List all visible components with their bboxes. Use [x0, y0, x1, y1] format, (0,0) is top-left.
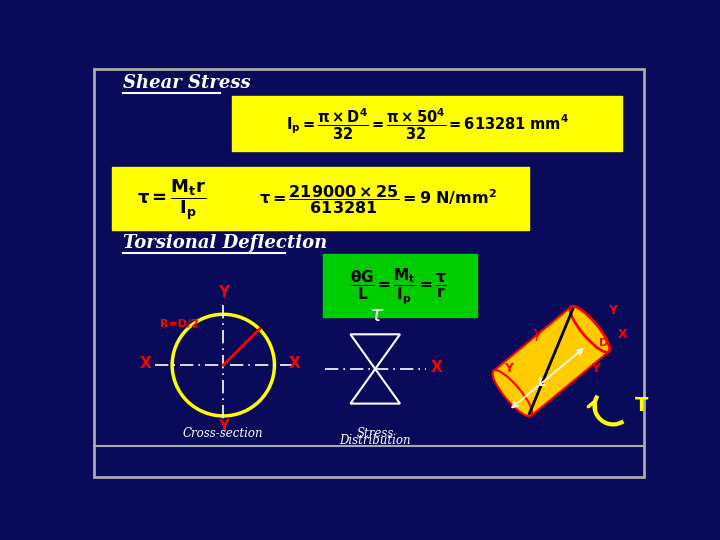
Polygon shape — [494, 307, 608, 416]
Text: Y: Y — [608, 304, 618, 317]
FancyBboxPatch shape — [323, 254, 477, 318]
Text: X: X — [140, 356, 152, 371]
Text: Stress: Stress — [356, 428, 394, 441]
Text: $\mathbf{\tau = \dfrac{219000 \times 25}{613281} = 9\ N/mm^2}$: $\mathbf{\tau = \dfrac{219000 \times 25}… — [259, 183, 498, 216]
Ellipse shape — [492, 370, 532, 416]
Text: D: D — [599, 338, 608, 348]
Text: L: L — [538, 376, 546, 389]
FancyBboxPatch shape — [112, 167, 231, 231]
Text: $\gamma$: $\gamma$ — [532, 327, 544, 343]
Text: X: X — [289, 356, 300, 371]
Text: R=D/2: R=D/2 — [160, 319, 199, 329]
Text: Y: Y — [217, 420, 229, 434]
Text: Cross-section: Cross-section — [183, 428, 264, 441]
Text: T: T — [635, 395, 648, 415]
Text: Y: Y — [504, 362, 513, 375]
Ellipse shape — [570, 306, 610, 352]
Text: $\mathbf{\dfrac{\theta G}{L} = \dfrac{M_t}{I_p} = \dfrac{\tau}{r}}$: $\mathbf{\dfrac{\theta G}{L} = \dfrac{M_… — [350, 267, 447, 307]
Text: Y: Y — [217, 285, 229, 300]
Text: $\mathbf{I_p = \dfrac{\pi \times D^4}{32} = \dfrac{\pi \times 50^4}{32} = 613281: $\mathbf{I_p = \dfrac{\pi \times D^4}{32… — [286, 107, 569, 143]
Text: Distribution: Distribution — [339, 434, 411, 448]
Text: X: X — [431, 360, 443, 375]
Text: Torsional Deflection: Torsional Deflection — [122, 234, 327, 252]
Text: $\tau$: $\tau$ — [369, 305, 384, 325]
FancyBboxPatch shape — [232, 167, 529, 231]
Text: Y: Y — [592, 362, 600, 375]
Text: Shear Stress: Shear Stress — [122, 74, 250, 92]
Text: X: X — [618, 328, 627, 341]
Text: $\mathbf{\tau = \dfrac{M_t r}{I_p}}$: $\mathbf{\tau = \dfrac{M_t r}{I_p}}$ — [137, 177, 206, 222]
FancyBboxPatch shape — [232, 96, 622, 151]
